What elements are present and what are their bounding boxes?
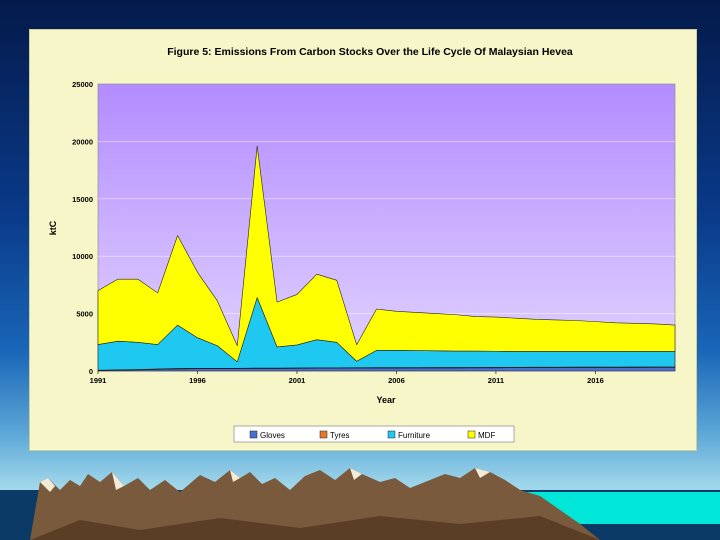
- mountain-range: [30, 468, 600, 540]
- y-tick-label: 10000: [72, 252, 93, 261]
- legend-swatch-mdf: [467, 430, 476, 439]
- x-tick-label: 1991: [90, 376, 107, 385]
- x-tick-label: 1996: [189, 376, 206, 385]
- legend-label-gloves: Gloves: [260, 431, 285, 440]
- chart-title: Figure 5: Emissions From Carbon Stocks O…: [167, 46, 573, 58]
- x-tick-label: 2001: [289, 376, 306, 385]
- y-tick-label: 15000: [72, 195, 93, 204]
- area-series-group: [97, 145, 676, 372]
- legend: Gloves Tyres Furniture MDF: [233, 425, 515, 443]
- legend-swatch-gloves: [249, 430, 258, 439]
- legend-swatch-tyres: [319, 430, 328, 439]
- legend-box: [233, 425, 515, 443]
- y-tick-label: 0: [89, 367, 93, 376]
- x-tick-label: 2016: [587, 376, 604, 385]
- legend-label-mdf: MDF: [478, 431, 495, 440]
- y-axis-label: ktC: [48, 220, 58, 235]
- y-tick-label: 25000: [72, 80, 93, 89]
- legend-label-tyres: Tyres: [330, 431, 350, 440]
- x-axis-label: Year: [376, 395, 396, 405]
- legend-swatch-furniture: [387, 430, 396, 439]
- mountain-landscape: [0, 468, 720, 540]
- x-axis-ticks: 1991 1996 2001 2006 2011 2016: [90, 371, 604, 385]
- chart-svg: Figure 5: Emissions From Carbon Stocks O…: [48, 46, 676, 443]
- legend-label-furniture: Furniture: [398, 431, 431, 440]
- x-tick-label: 2006: [388, 376, 405, 385]
- chart-panel: Figure 5: Emissions From Carbon Stocks O…: [30, 30, 696, 450]
- y-tick-label: 20000: [72, 137, 93, 146]
- y-tick-label: 5000: [76, 310, 93, 319]
- y-axis-ticks: 0 5000 10000 15000 20000 25000: [72, 80, 93, 376]
- mountain-foothills: [30, 516, 600, 540]
- x-tick-label: 2011: [488, 376, 504, 385]
- area-mdf: [97, 145, 676, 363]
